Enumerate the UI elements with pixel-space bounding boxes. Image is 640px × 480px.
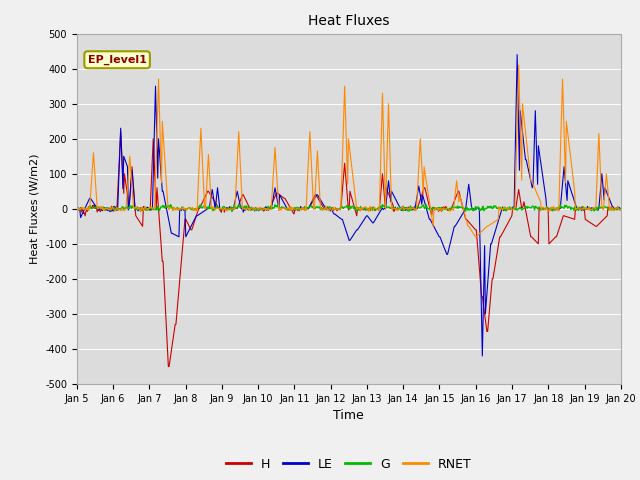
G xyxy=(139,207,147,213)
LE xyxy=(415,183,422,189)
H xyxy=(196,206,204,212)
Legend: H, LE, G, RNET: H, LE, G, RNET xyxy=(221,453,476,476)
H xyxy=(117,129,125,134)
G xyxy=(274,202,282,207)
LE xyxy=(617,207,625,213)
G xyxy=(223,207,230,213)
G xyxy=(417,205,424,211)
Line: H: H xyxy=(77,132,621,367)
G xyxy=(617,205,625,211)
Text: EP_level1: EP_level1 xyxy=(88,55,147,65)
RNET xyxy=(431,208,438,214)
RNET xyxy=(515,62,522,68)
LE xyxy=(194,213,202,218)
RNET xyxy=(617,207,625,213)
H xyxy=(83,207,90,213)
Line: G: G xyxy=(77,204,621,211)
G xyxy=(194,205,202,211)
LE xyxy=(139,206,147,212)
LE xyxy=(431,225,438,231)
Y-axis label: Heat Fluxes (W/m2): Heat Fluxes (W/m2) xyxy=(29,154,40,264)
G xyxy=(83,206,90,212)
H xyxy=(140,204,147,209)
Title: Heat Fluxes: Heat Fluxes xyxy=(308,14,390,28)
G xyxy=(228,208,236,214)
H xyxy=(164,364,172,370)
RNET xyxy=(139,205,147,211)
Line: LE: LE xyxy=(77,55,621,356)
H xyxy=(224,205,232,211)
LE xyxy=(83,202,90,207)
LE xyxy=(223,205,230,211)
RNET xyxy=(223,208,230,214)
X-axis label: Time: Time xyxy=(333,409,364,422)
RNET xyxy=(472,234,479,240)
LE xyxy=(73,205,81,211)
H xyxy=(73,207,81,213)
RNET xyxy=(194,190,202,195)
H xyxy=(617,206,625,212)
G xyxy=(73,205,81,211)
LE xyxy=(513,52,521,58)
G xyxy=(433,205,440,211)
RNET xyxy=(415,164,422,169)
RNET xyxy=(73,207,81,213)
Line: RNET: RNET xyxy=(77,65,621,237)
RNET xyxy=(83,206,90,212)
H xyxy=(417,197,424,203)
H xyxy=(433,206,440,212)
LE xyxy=(479,353,486,359)
